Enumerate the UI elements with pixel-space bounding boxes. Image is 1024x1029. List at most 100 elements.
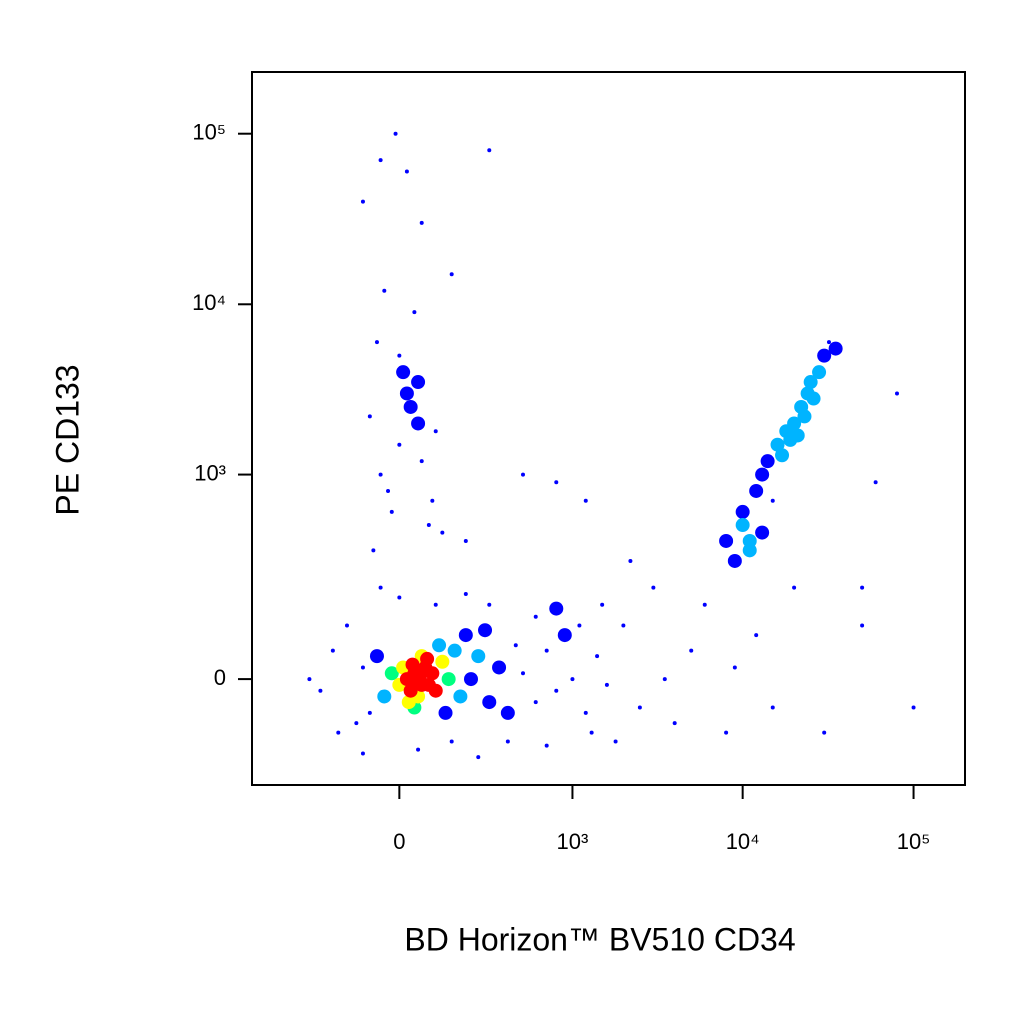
event-dot [797, 409, 812, 424]
event-dot [336, 730, 341, 735]
event-dot [449, 739, 454, 744]
event-dot [628, 558, 633, 563]
event-dot [828, 341, 843, 356]
event-dot [770, 705, 775, 710]
event-dot [360, 665, 365, 670]
event-dot [421, 677, 436, 692]
event-dot [377, 689, 392, 704]
event-dot [732, 665, 737, 670]
event-dot [742, 533, 757, 548]
event-dot [735, 518, 750, 533]
x-axis-title: BD Horizon™ BV510 CD34 [404, 921, 795, 957]
event-dot [344, 623, 349, 628]
event-dot [533, 614, 538, 619]
event-dot [438, 705, 453, 720]
event-dot [378, 472, 383, 477]
y-tick-label: 10⁴ [192, 290, 226, 315]
event-dot [775, 448, 790, 463]
event-dot [755, 467, 770, 482]
event-dot [600, 602, 605, 607]
event-dot [432, 638, 447, 653]
event-dot [826, 340, 831, 345]
event-dot [360, 199, 365, 204]
event-dot [403, 399, 418, 414]
event-dot [583, 710, 588, 715]
event-dot [770, 498, 775, 503]
event-dot [637, 705, 642, 710]
event-dot [604, 682, 609, 687]
event-dot [386, 488, 391, 493]
event-dot [812, 365, 827, 380]
event-dot [520, 472, 525, 477]
event-dot [755, 525, 770, 540]
event-dot [369, 649, 384, 664]
event-dot [389, 509, 394, 514]
event-dot [478, 623, 493, 638]
event-dot [702, 602, 707, 607]
event-dot [487, 602, 492, 607]
event-dot [318, 688, 323, 693]
event-dot [463, 538, 468, 543]
event-dot [411, 375, 426, 390]
event-dot [554, 480, 559, 485]
y-tick-label: 10³ [194, 460, 226, 485]
event-dot [570, 677, 575, 682]
event-dot [790, 428, 805, 443]
event-dot [803, 375, 818, 390]
event-dot [770, 437, 785, 452]
event-dot [860, 623, 865, 628]
event-dot [589, 730, 594, 735]
event-dot [382, 288, 387, 293]
event-dot [817, 348, 832, 363]
event-dot [557, 628, 572, 643]
event-dot [419, 220, 424, 225]
event-dot [354, 721, 359, 726]
event-dot [760, 454, 775, 469]
y-axis-title: PE CD133 [49, 364, 85, 515]
event-dot [873, 480, 878, 485]
event-dot [482, 695, 497, 710]
x-tick-label: 10⁵ [897, 829, 931, 854]
event-dot [435, 654, 450, 669]
event-dot [399, 386, 414, 401]
event-dot [393, 131, 398, 136]
event-dot [894, 391, 899, 396]
event-dot [471, 649, 486, 664]
event-dot [662, 677, 667, 682]
event-dot [384, 666, 399, 681]
x-tick-label: 10⁴ [726, 829, 760, 854]
event-dot [463, 672, 478, 687]
event-dot [374, 340, 379, 345]
event-dot [749, 483, 764, 498]
event-dot [360, 751, 365, 756]
event-dot [544, 648, 549, 653]
event-dot [378, 585, 383, 590]
event-dot [412, 310, 417, 315]
event-dot [411, 416, 426, 431]
event-dot [727, 553, 742, 568]
event-dot [397, 442, 402, 447]
event-dot [806, 391, 821, 406]
event-dot [554, 688, 559, 693]
y-tick-label: 10⁵ [192, 120, 226, 145]
event-dot [397, 353, 402, 358]
event-dot [724, 730, 729, 735]
event-dot [621, 623, 626, 628]
event-dot [487, 148, 492, 153]
event-dot [492, 660, 507, 675]
event-dot [577, 623, 582, 628]
event-dot [651, 585, 656, 590]
event-dot [371, 548, 376, 553]
event-dot [433, 602, 438, 607]
event-dot [367, 414, 372, 419]
event-dot [416, 747, 421, 752]
x-tick-label: 10³ [557, 829, 589, 854]
event-dot [860, 585, 865, 590]
event-dot [500, 705, 515, 720]
event-dot [822, 730, 827, 735]
event-dot [613, 739, 618, 744]
event-dot [463, 592, 468, 597]
event-dot [412, 669, 427, 684]
event-dot [440, 530, 445, 535]
